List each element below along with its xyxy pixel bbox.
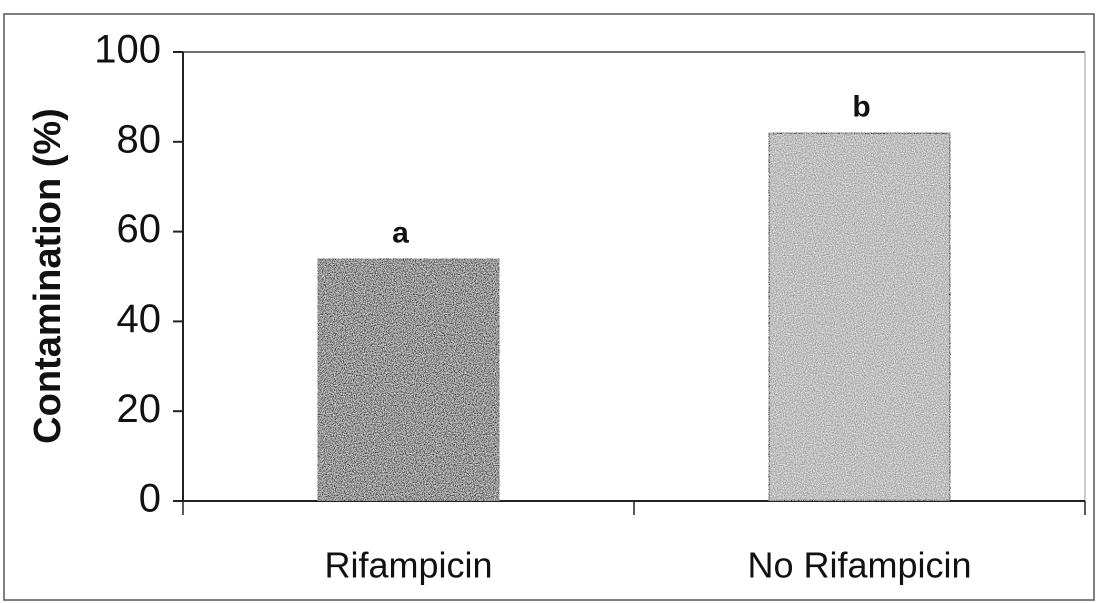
frame xyxy=(3,13,1095,601)
y-tick-label: 0 xyxy=(139,477,161,521)
bar xyxy=(767,131,952,503)
x-tick-label: Rifampicin xyxy=(324,545,492,586)
bar xyxy=(316,257,501,503)
y-tick-label: 20 xyxy=(117,387,162,431)
y-tick-label: 40 xyxy=(117,297,162,341)
y-tick-label: 60 xyxy=(117,207,162,251)
x-tick-label: No Rifampicin xyxy=(747,545,971,586)
annotation: a xyxy=(392,216,409,249)
y-tick-label: 100 xyxy=(94,28,161,72)
annotation: b xyxy=(852,91,870,124)
y-tick-label: 80 xyxy=(117,117,162,161)
y-axis-label: Contamination (%) xyxy=(27,108,69,444)
